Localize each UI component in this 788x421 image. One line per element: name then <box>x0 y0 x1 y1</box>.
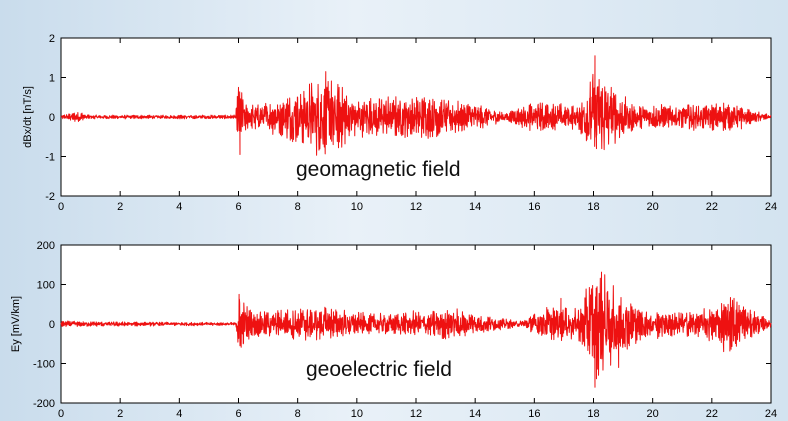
x-tick-label: 12 <box>410 408 422 420</box>
y-tick-label: 1 <box>49 73 55 85</box>
x-tick-label: 0 <box>58 408 64 420</box>
annotation-label: geomagnetic field <box>296 158 461 181</box>
series-trace <box>60 271 772 388</box>
y-tick-label: 100 <box>37 280 55 292</box>
y-tick-label: -2 <box>45 191 55 203</box>
y-tick-label: 200 <box>37 240 55 252</box>
x-tick-label: 0 <box>58 201 64 213</box>
x-tick-label: 4 <box>176 408 182 420</box>
x-tick-label: 10 <box>351 201 363 213</box>
y-tick-labels: -200 -100 0 100 200 <box>33 240 55 410</box>
x-tick-label: 8 <box>295 201 301 213</box>
y-tick-label: -100 <box>33 359 55 371</box>
annotation-label: geoelectric field <box>306 358 452 381</box>
x-tick-label: 20 <box>647 408 659 420</box>
y-tick-label: 0 <box>49 112 55 124</box>
x-tick-label: 14 <box>469 201 481 213</box>
x-tick-label: 24 <box>765 408 777 420</box>
x-tick-label: 24 <box>765 201 777 213</box>
series-trace <box>60 55 772 156</box>
x-tick-label: 10 <box>351 408 363 420</box>
x-tick-labels: 0 2 4 6 8 10 12 14 16 18 20 22 24 <box>58 201 777 213</box>
x-tick-label: 6 <box>235 201 241 213</box>
x-tick-label: 22 <box>706 201 718 213</box>
x-tick-label: 18 <box>587 408 599 420</box>
x-tick-label: 16 <box>528 201 540 213</box>
x-tick-label: 18 <box>587 201 599 213</box>
x-tick-label: 22 <box>706 408 718 420</box>
y-tick-labels: -2 -1 0 1 2 <box>45 33 55 203</box>
x-tick-label: 2 <box>117 201 123 213</box>
x-tick-label: 8 <box>295 408 301 420</box>
x-tick-label: 16 <box>528 408 540 420</box>
y-tick-label: -200 <box>33 398 55 410</box>
y-axis-label: dBx/dt [nT/s] <box>22 86 34 148</box>
y-axis-label: Ey [mV/km] <box>10 296 22 352</box>
x-tick-labels: 0 2 4 6 8 10 12 14 16 18 20 22 24 <box>58 408 777 420</box>
x-tick-label: 2 <box>117 408 123 420</box>
x-tick-label: 6 <box>235 408 241 420</box>
y-tick-label: 0 <box>49 319 55 331</box>
x-tick-label: 4 <box>176 201 182 213</box>
x-tick-label: 14 <box>469 408 481 420</box>
y-tick-label: -1 <box>45 152 55 164</box>
x-tick-label: 20 <box>647 201 659 213</box>
y-tick-label: 2 <box>49 33 55 45</box>
axis-ticks <box>60 37 772 197</box>
x-tick-label: 12 <box>410 201 422 213</box>
